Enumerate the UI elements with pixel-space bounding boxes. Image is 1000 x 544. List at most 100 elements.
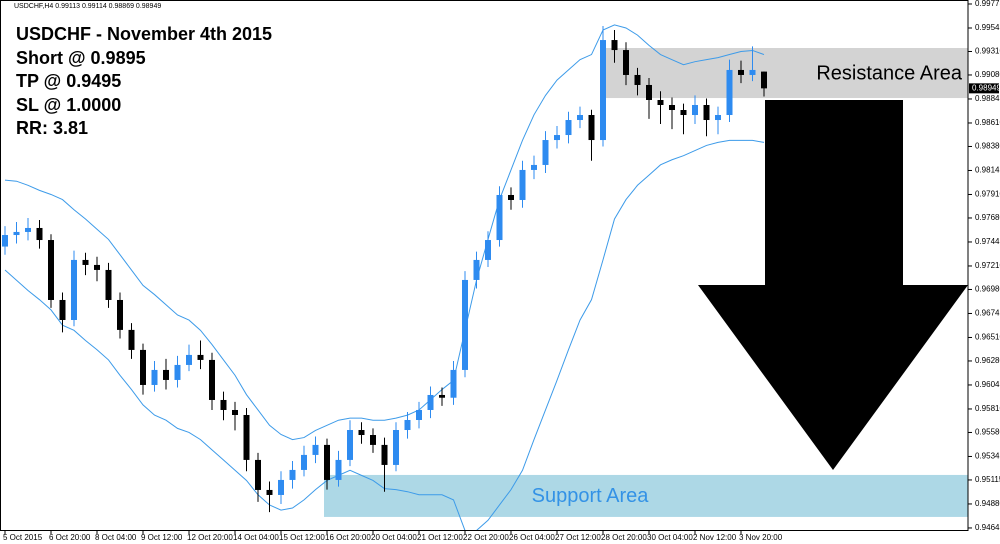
x-tick-label: 6 Oct 20:00 (49, 533, 91, 542)
candle-body (496, 194, 503, 241)
candle-body (358, 430, 365, 436)
candle-body (381, 444, 388, 465)
candle-body (761, 71, 767, 89)
zone (324, 474, 968, 517)
candle-body (554, 135, 560, 141)
annotation: TP @ 0.9495 (16, 71, 121, 91)
candle-body (324, 444, 330, 480)
candle-body (738, 69, 744, 75)
last-price-tag (969, 83, 999, 94)
candle-body (715, 115, 721, 121)
x-tick-label: 5 Oct 2015 (3, 533, 43, 542)
candle-body (531, 164, 537, 170)
candle-body (312, 444, 319, 455)
candle-body (220, 399, 227, 410)
candle-body (485, 240, 491, 260)
x-tick-label: 21 Oct 12:00 (417, 533, 463, 542)
candle-body (243, 414, 250, 460)
x-tick-label: 30 Oct 04:00 (647, 533, 693, 542)
candle-body (416, 409, 422, 420)
candle-body (680, 110, 687, 116)
candle-body (335, 459, 342, 480)
y-tick-label: 0.97445 (975, 237, 1000, 246)
candle-body (439, 394, 445, 398)
x-tick-label: 16 Oct 20:00 (325, 533, 371, 542)
candle-body (623, 50, 629, 75)
candle-body (266, 489, 273, 495)
candle-body (669, 104, 675, 111)
y-tick-label: 0.9954 (975, 23, 1000, 32)
annotation: RR: 3.81 (16, 118, 88, 138)
candle-body (404, 419, 411, 431)
chart-header: USDCHF,H4 0.99113 0.99114 0.98869 0.9894… (14, 3, 161, 10)
down-arrow (698, 100, 968, 470)
candle-body (703, 104, 710, 121)
candle-body (519, 169, 526, 200)
x-tick-label: 2 Nov 12:00 (693, 533, 737, 542)
x-tick-label: 9 Oct 12:00 (141, 533, 183, 542)
last-price-label: 0.98949 (972, 83, 1000, 92)
candle-body (117, 299, 123, 330)
candle-body (140, 349, 146, 385)
candles (2, 25, 767, 513)
candle-body (692, 104, 698, 116)
x-tick-label: 28 Oct 20:00 (601, 533, 647, 542)
candle-body (473, 259, 480, 280)
candle-body (508, 194, 514, 200)
annotation: Short @ 0.9895 (16, 48, 146, 68)
zone (600, 48, 968, 99)
candle-body (163, 369, 169, 380)
x-tick-label: 22 Oct 20:00 (463, 533, 509, 542)
zones (324, 48, 968, 517)
candle-body (289, 469, 296, 480)
candle-body (151, 369, 158, 385)
candle-body (13, 231, 20, 236)
candle-body (749, 69, 756, 75)
candle-body (82, 259, 89, 265)
annotation: SL @ 1.0000 (16, 95, 121, 115)
candle-body (462, 279, 468, 370)
candle-body (186, 354, 192, 365)
candle-body (577, 115, 583, 121)
candle-body (611, 40, 618, 51)
candle-body (600, 40, 606, 141)
candle-body (726, 69, 733, 116)
candle-body (634, 74, 641, 85)
candle-body (48, 240, 54, 300)
x-tick-label: 3 Nov 20:00 (739, 533, 783, 542)
candle-body (94, 264, 100, 270)
y-tick-label: 0.96045 (975, 380, 1000, 389)
candle-body (347, 430, 353, 460)
x-tick-label: 12 Oct 20:00 (187, 533, 233, 542)
x-tick-label: 15 Oct 12:00 (279, 533, 325, 542)
candle-body (174, 364, 181, 380)
candle-body (646, 84, 652, 100)
bollinger-band (4, 24, 765, 441)
candle-body (370, 435, 376, 445)
candle-body (450, 369, 457, 398)
zone-labels: Resistance Area Support Area (532, 62, 963, 507)
candle-body (59, 299, 66, 321)
candle-body (542, 140, 549, 165)
chart-title: USDCHF - November 4th 2015 (16, 24, 272, 44)
x-tick-label: 8 Oct 04:00 (95, 533, 137, 542)
zone-label: Resistance Area (816, 62, 963, 84)
candle-body (588, 115, 595, 141)
y-tick-label: 0.99775 (975, 0, 1000, 8)
candle-body (427, 394, 434, 410)
